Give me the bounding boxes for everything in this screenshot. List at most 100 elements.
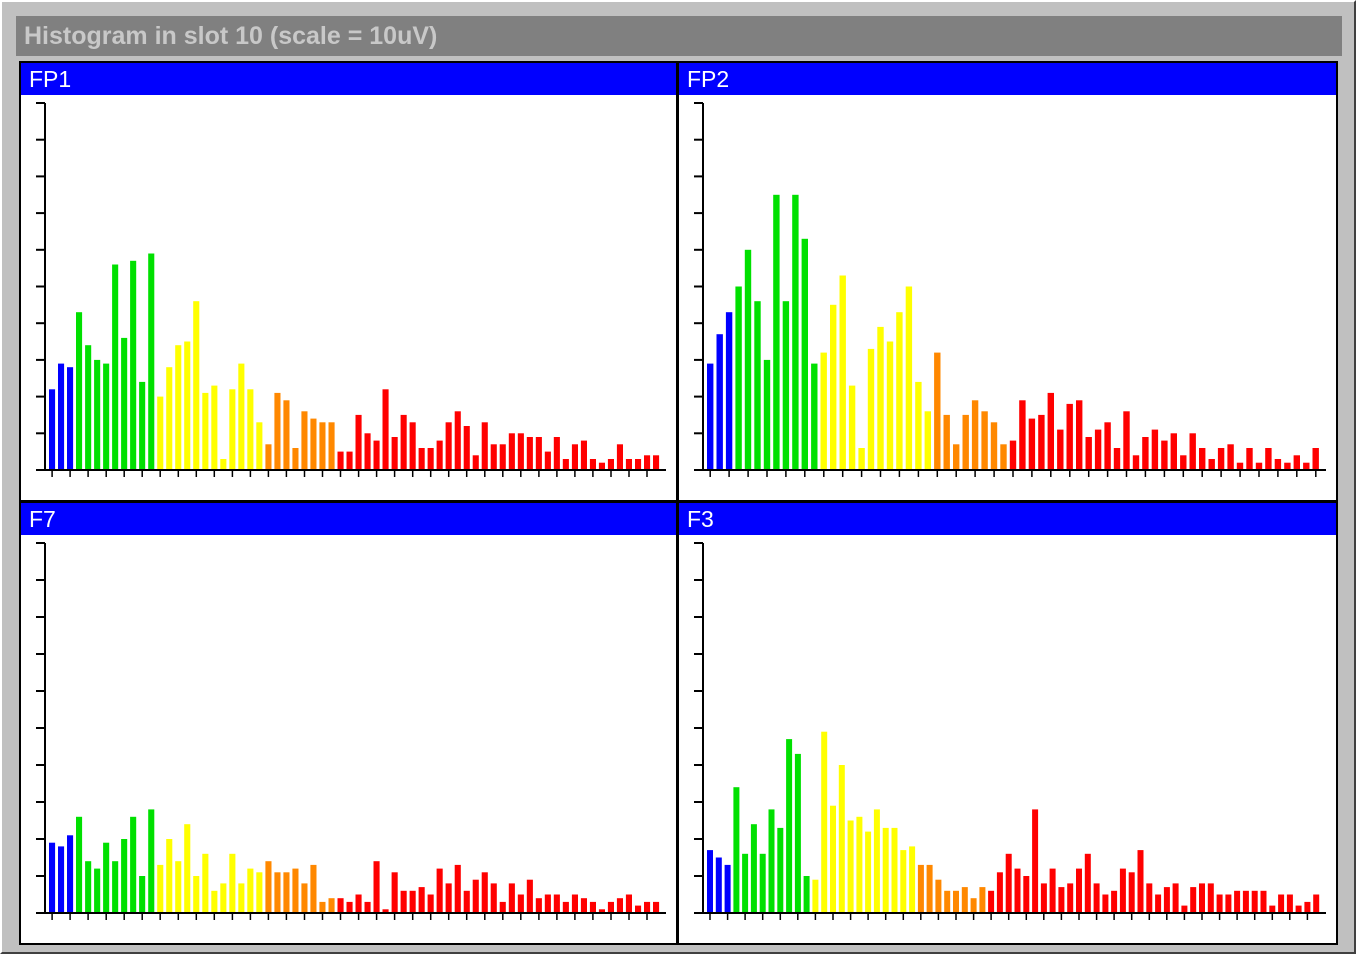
histogram-bar: [716, 334, 723, 470]
histogram-bar: [990, 422, 998, 470]
histogram-bar: [1132, 455, 1140, 470]
panel-title: F7: [21, 503, 676, 535]
histogram-bar: [763, 359, 771, 470]
histogram-bar: [1113, 448, 1121, 470]
histogram-bar: [121, 839, 128, 913]
histogram-bar: [112, 861, 119, 913]
histogram-bar: [445, 883, 452, 913]
panel-title: F3: [679, 503, 1336, 535]
histogram-bar: [1058, 887, 1065, 913]
histogram-bar: [58, 363, 65, 470]
histogram-bar: [926, 864, 933, 913]
histogram-bar: [1155, 894, 1162, 913]
histogram-bar: [49, 389, 56, 470]
histogram-bar: [238, 883, 245, 913]
histogram-bar: [274, 872, 281, 913]
histogram-bar: [979, 887, 986, 913]
histogram-bar: [346, 451, 353, 470]
histogram-bar: [830, 805, 836, 913]
histogram-bar: [175, 345, 182, 470]
histogram-bar: [1260, 890, 1267, 913]
histogram-bar: [1032, 809, 1039, 913]
histogram-bar: [1102, 894, 1109, 913]
histogram-bar: [635, 905, 642, 913]
histogram-bar: [1312, 448, 1319, 470]
histogram-bar: [373, 861, 380, 913]
histogram-bar: [427, 448, 434, 470]
histogram-bar: [909, 846, 916, 913]
histogram-bar: [247, 868, 254, 913]
histogram-bar: [328, 422, 335, 470]
histogram-bar: [1172, 883, 1179, 913]
histogram-bar: [184, 824, 191, 913]
histogram-bar: [725, 312, 733, 470]
histogram-bar: [85, 345, 92, 470]
histogram-bar: [1057, 429, 1064, 470]
histogram-bar: [1019, 400, 1026, 470]
histogram-bar: [319, 422, 326, 470]
histogram-bar: [301, 411, 308, 470]
histogram-bar: [934, 352, 941, 470]
histogram-bar: [148, 253, 155, 470]
histogram-bar: [130, 260, 137, 470]
histogram-bar: [391, 437, 398, 470]
histogram-bar: [472, 455, 479, 470]
histogram-bar: [499, 901, 506, 913]
histogram-bar: [391, 872, 398, 913]
histogram-bar: [653, 455, 660, 470]
histogram-bar: [76, 312, 83, 470]
histogram-bar: [1142, 437, 1149, 470]
histogram-bar: [1293, 455, 1300, 470]
histogram-bar: [1023, 876, 1030, 913]
histogram-bar: [635, 459, 642, 470]
histogram-bar: [598, 909, 605, 913]
histogram-bar: [112, 264, 119, 470]
histogram-bar: [229, 389, 236, 470]
histogram-bar: [865, 831, 872, 913]
histogram-bar: [94, 359, 101, 470]
histogram-bar: [238, 363, 245, 470]
histogram-bar: [1128, 872, 1135, 913]
histogram-bar: [812, 879, 819, 913]
histogram-bar: [49, 842, 56, 913]
histogram-bar: [1199, 448, 1206, 470]
histogram-bar: [103, 363, 110, 470]
histogram-bar: [310, 864, 317, 913]
histogram-bar: [1076, 400, 1083, 470]
histogram-bar: [724, 864, 731, 913]
histogram-bar: [856, 816, 863, 913]
histogram-bar: [193, 876, 200, 913]
histogram-bar: [1265, 448, 1272, 470]
histogram-bar: [1123, 411, 1130, 470]
histogram-bar: [1104, 422, 1111, 470]
histogram-bar: [962, 414, 969, 470]
histogram-bar: [900, 850, 907, 913]
histogram-bar: [915, 381, 922, 470]
histogram-bar: [1269, 905, 1276, 913]
histogram-bar: [1028, 418, 1036, 470]
histogram-bar: [1049, 868, 1056, 913]
histogram-bar: [754, 301, 761, 470]
histogram-bar: [418, 448, 425, 470]
histogram-chart-f7: [36, 542, 666, 920]
histogram-bar: [1038, 414, 1045, 470]
histogram-bar: [67, 367, 74, 470]
histogram-bar: [1225, 894, 1232, 913]
histogram-bar: [229, 853, 236, 913]
histogram-bar: [490, 883, 497, 913]
histogram-bar: [1137, 850, 1144, 913]
histogram-bar: [873, 809, 880, 913]
histogram-bar: [839, 275, 846, 470]
histogram-chart-fp1: [36, 102, 666, 477]
histogram-bar: [292, 448, 299, 470]
histogram-bar: [472, 879, 479, 913]
histogram-bar: [1005, 853, 1012, 913]
histogram-bar: [310, 418, 317, 470]
panel-title: FP1: [21, 63, 676, 95]
histogram-bar: [1093, 883, 1100, 913]
histogram-bar: [571, 444, 578, 470]
histogram-bar: [961, 887, 968, 913]
histogram-bar: [562, 901, 569, 913]
histogram-bar: [571, 894, 578, 913]
histogram-bar: [463, 890, 470, 913]
